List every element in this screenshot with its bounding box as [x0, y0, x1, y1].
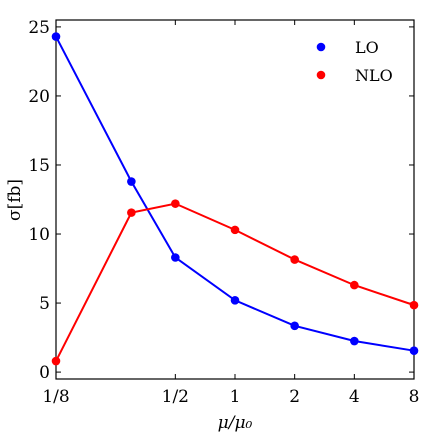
y-axis-ticks: 0 5 10 15 20 25	[28, 18, 414, 383]
data-point-lo	[127, 177, 136, 186]
data-point-lo	[290, 321, 299, 331]
data-point-lo	[350, 336, 359, 346]
data-point-nlo	[127, 208, 136, 217]
x-tick-label: 1/2	[162, 387, 189, 407]
data-point-lo	[51, 32, 61, 41]
y-tick-label: 0	[39, 363, 50, 383]
y-tick-label: 25	[28, 18, 50, 38]
data-point-lo	[409, 346, 419, 355]
x-tick-label: 1	[230, 387, 241, 407]
legend: LO NLO	[316, 38, 393, 85]
y-tick-label: 15	[28, 156, 50, 176]
data-point-lo	[171, 253, 180, 262]
y-tick-label: 5	[39, 294, 50, 314]
y-tick-label: 20	[28, 87, 50, 107]
series-layer	[51, 32, 419, 366]
y-tick-label: 10	[28, 225, 50, 245]
x-tick-label: 4	[349, 387, 360, 407]
x-axis-ticks: 1/8 1/2 1 2 4 8	[42, 20, 419, 407]
x-tick-label: 8	[409, 387, 420, 407]
data-point-nlo	[350, 280, 359, 290]
legend-marker-nlo	[316, 70, 326, 80]
x-tick-label: 2	[289, 387, 300, 407]
data-point-lo	[230, 295, 240, 305]
data-point-nlo	[171, 199, 180, 208]
x-tick-label: 1/8	[42, 387, 69, 407]
data-point-nlo	[51, 356, 61, 366]
data-point-nlo	[409, 300, 419, 310]
legend-label-lo: LO	[355, 38, 379, 57]
legend-label-nlo: NLO	[355, 66, 393, 85]
legend-marker-lo	[316, 42, 326, 52]
data-point-nlo	[290, 255, 299, 264]
data-point-nlo	[230, 225, 240, 235]
x-axis-label: μ/μ₀	[218, 413, 253, 433]
y-axis-label: σ[fb]	[5, 179, 25, 221]
